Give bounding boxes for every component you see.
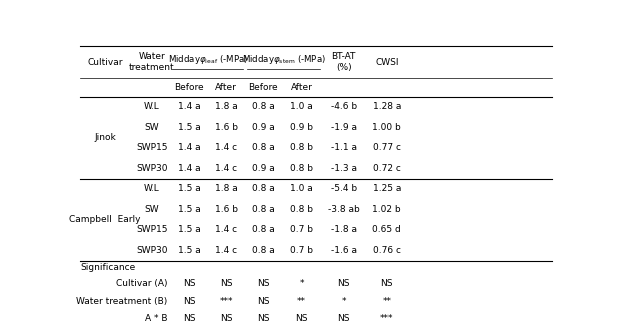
Text: 0.65 d: 0.65 d: [373, 225, 401, 234]
Text: **: **: [297, 297, 306, 306]
Text: 0.9 a: 0.9 a: [252, 164, 275, 173]
Text: 1.0 a: 1.0 a: [290, 102, 313, 111]
Text: 0.7 b: 0.7 b: [290, 225, 313, 234]
Text: 1.5 a: 1.5 a: [178, 225, 201, 234]
Text: SWP30: SWP30: [136, 246, 168, 255]
Text: SWP30: SWP30: [136, 164, 168, 173]
Text: After: After: [215, 83, 237, 92]
Text: SWP15: SWP15: [136, 225, 168, 234]
Text: 0.8 a: 0.8 a: [252, 246, 275, 255]
Text: Cultivar (A): Cultivar (A): [116, 279, 167, 288]
Text: 1.00 b: 1.00 b: [373, 123, 401, 132]
Text: NS: NS: [337, 314, 350, 321]
Text: 1.6 b: 1.6 b: [215, 205, 238, 214]
Text: NS: NS: [183, 314, 195, 321]
Text: W.L: W.L: [144, 185, 160, 194]
Text: W.L: W.L: [144, 102, 160, 111]
Text: After: After: [291, 83, 313, 92]
Text: 1.4 a: 1.4 a: [178, 143, 200, 152]
Text: 1.28 a: 1.28 a: [373, 102, 401, 111]
Text: 0.8 b: 0.8 b: [290, 205, 313, 214]
Text: Midday$\varphi$$_{\mathrm{stem}}$ (-MPa): Midday$\varphi$$_{\mathrm{stem}}$ (-MPa): [241, 53, 326, 66]
Text: 1.4 c: 1.4 c: [215, 246, 237, 255]
Text: A * B: A * B: [145, 314, 167, 321]
Text: Midday$\varphi$$_{\mathrm{leaf}}$ (-MPa): Midday$\varphi$$_{\mathrm{leaf}}$ (-MPa): [168, 53, 248, 66]
Text: 0.8 b: 0.8 b: [290, 143, 313, 152]
Text: 1.02 b: 1.02 b: [373, 205, 401, 214]
Text: NS: NS: [337, 279, 350, 288]
Text: 0.8 a: 0.8 a: [252, 102, 275, 111]
Text: -4.6 b: -4.6 b: [331, 102, 357, 111]
Text: **: **: [383, 297, 391, 306]
Text: 0.7 b: 0.7 b: [290, 246, 313, 255]
Text: *: *: [300, 279, 304, 288]
Text: Water treatment (B): Water treatment (B): [76, 297, 167, 306]
Text: 1.6 b: 1.6 b: [215, 123, 238, 132]
Text: 1.4 a: 1.4 a: [178, 102, 200, 111]
Text: NS: NS: [220, 314, 232, 321]
Text: 0.8 a: 0.8 a: [252, 225, 275, 234]
Text: Significance: Significance: [80, 263, 136, 272]
Text: SW: SW: [144, 205, 159, 214]
Text: Campbell  Early: Campbell Early: [69, 215, 141, 224]
Text: SWP15: SWP15: [136, 143, 168, 152]
Text: NS: NS: [257, 297, 269, 306]
Text: SW: SW: [144, 123, 159, 132]
Text: Cultivar: Cultivar: [87, 57, 123, 66]
Text: 0.8 a: 0.8 a: [252, 205, 275, 214]
Text: *: *: [341, 297, 346, 306]
Text: 0.76 c: 0.76 c: [373, 246, 400, 255]
Text: 1.0 a: 1.0 a: [290, 185, 313, 194]
Text: -1.3 a: -1.3 a: [331, 164, 357, 173]
Text: CWSI: CWSI: [375, 57, 399, 66]
Text: Water
treatment: Water treatment: [129, 52, 175, 72]
Text: ***: ***: [380, 314, 394, 321]
Text: Before: Before: [174, 83, 204, 92]
Text: 0.8 b: 0.8 b: [290, 164, 313, 173]
Text: ***: ***: [219, 297, 233, 306]
Text: -1.9 a: -1.9 a: [331, 123, 357, 132]
Text: 1.4 c: 1.4 c: [215, 225, 237, 234]
Text: -1.8 a: -1.8 a: [331, 225, 357, 234]
Text: NS: NS: [257, 314, 269, 321]
Text: 1.4 c: 1.4 c: [215, 143, 237, 152]
Text: NS: NS: [295, 314, 308, 321]
Text: -3.8 ab: -3.8 ab: [327, 205, 360, 214]
Text: -5.4 b: -5.4 b: [331, 185, 357, 194]
Text: NS: NS: [220, 279, 232, 288]
Text: 0.9 b: 0.9 b: [290, 123, 313, 132]
Text: 1.5 a: 1.5 a: [178, 205, 201, 214]
Text: 1.5 a: 1.5 a: [178, 123, 201, 132]
Text: 1.5 a: 1.5 a: [178, 246, 201, 255]
Text: -1.1 a: -1.1 a: [331, 143, 357, 152]
Text: BT-AT
(%): BT-AT (%): [331, 52, 356, 72]
Text: 0.8 a: 0.8 a: [252, 185, 275, 194]
Text: 0.77 c: 0.77 c: [373, 143, 400, 152]
Text: 1.4 a: 1.4 a: [178, 164, 200, 173]
Text: 0.72 c: 0.72 c: [373, 164, 400, 173]
Text: -1.6 a: -1.6 a: [331, 246, 357, 255]
Text: NS: NS: [183, 297, 195, 306]
Text: Before: Before: [248, 83, 278, 92]
Text: 0.8 a: 0.8 a: [252, 143, 275, 152]
Text: 1.8 a: 1.8 a: [215, 185, 238, 194]
Text: 1.5 a: 1.5 a: [178, 185, 201, 194]
Text: NS: NS: [183, 279, 195, 288]
Text: 1.4 c: 1.4 c: [215, 164, 237, 173]
Text: 1.25 a: 1.25 a: [373, 185, 401, 194]
Text: 1.8 a: 1.8 a: [215, 102, 238, 111]
Text: NS: NS: [257, 279, 269, 288]
Text: 0.9 a: 0.9 a: [252, 123, 275, 132]
Text: NS: NS: [381, 279, 393, 288]
Text: Jinok: Jinok: [94, 133, 116, 142]
